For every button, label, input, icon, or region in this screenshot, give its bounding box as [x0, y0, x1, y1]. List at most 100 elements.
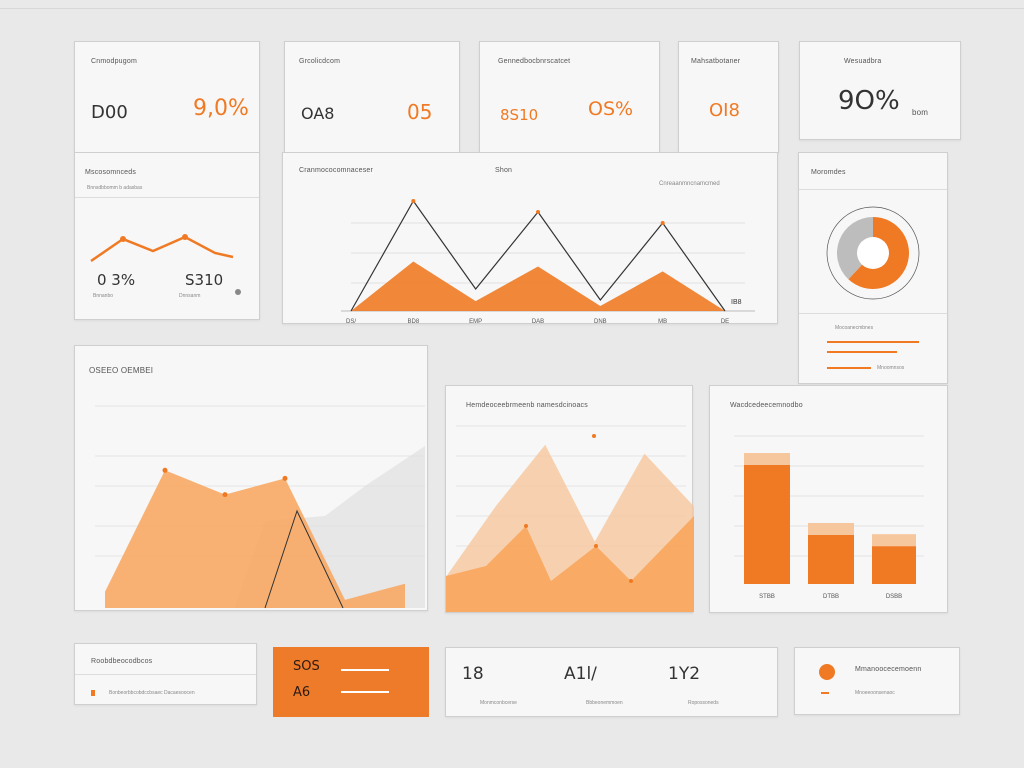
- kpi-card-5: Wesuadbra 9O% bom: [799, 41, 961, 140]
- bottom-card-3: Mmanoocecemoenn Mnoeeoonsenaoc: [794, 647, 960, 715]
- area-fill-front: [446, 516, 694, 612]
- mid-area-card: Hemdeoceebrmeenb namesdcinoacs: [445, 385, 694, 613]
- tick-label: DS/: [346, 319, 356, 325]
- bar: [872, 546, 916, 584]
- donut-card: Moromdes Mocoanecmbnes Mnoomnsos: [798, 152, 948, 384]
- data-point: [594, 544, 598, 548]
- data-point: [660, 221, 665, 225]
- kpi-value: D00: [91, 102, 128, 123]
- bar-cap: [872, 534, 916, 547]
- donut-ring: [826, 206, 920, 300]
- mini-left-value: 0 3%: [97, 271, 136, 289]
- divider: [75, 197, 259, 198]
- legend-bar: [827, 367, 871, 369]
- top-divider: [0, 8, 1024, 9]
- chart-legend: Cnreaanmncnamcmed: [659, 181, 720, 187]
- donut-hole: [857, 237, 889, 269]
- kpi-unit: bom: [912, 108, 929, 117]
- data-point: [629, 579, 633, 583]
- bar-chart: STBB DTBB DSBB: [734, 435, 924, 600]
- area-fill: [351, 261, 725, 311]
- kpi-value: 9O%: [838, 86, 900, 116]
- kpi-title: Grcolicdcom: [299, 58, 341, 65]
- bar-cap: [808, 523, 854, 535]
- bottom-orange-card: SOS A6: [273, 647, 429, 717]
- orange-row-2: A6: [293, 685, 311, 700]
- top-area-chart: DS/BD8 EMP DAB DNB MB DE: [341, 199, 755, 325]
- card-title: Roobdbeocodbcos: [91, 658, 153, 665]
- stat-value-1: 18: [462, 664, 484, 684]
- donut-chart: [826, 206, 920, 300]
- tick-label: DAB: [532, 319, 544, 325]
- chart-title: Cranmococomnaceser: [299, 167, 374, 174]
- kpi-title: Gennedbocbnrscatcet: [498, 58, 571, 65]
- left-area-chart: [95, 405, 425, 609]
- bottom-card-1: Roobdbeocodbcos Bonbeorbbcobdccbsaec Dac…: [74, 643, 257, 705]
- row-bar: [341, 669, 389, 671]
- bar-chart-card: Wacdcedeecemnodbo STBB DTBB DSBB: [709, 385, 948, 613]
- card-caption: Bonbeorbbcobdccbsaec Dacaesoocen: [109, 690, 195, 696]
- kpi-card-4: Mahsatbotaner OI8: [678, 41, 779, 153]
- kpi-accent: 9,0%: [193, 96, 249, 121]
- mini-line-chart: [90, 234, 234, 263]
- donut-slice: [837, 217, 873, 280]
- chart-title: Hemdeoceebrmeenb namesdcinoacs: [466, 402, 588, 409]
- mini-right-caption: Dnnsanm: [179, 293, 201, 299]
- chevron-icon: [821, 688, 829, 694]
- dot-icon: [91, 690, 95, 696]
- stat-caption-2: Bbbeonemmoen: [586, 700, 623, 706]
- divider: [799, 313, 947, 314]
- bottom-stats-card: 18 Monmconbcerse A1l/ Bbbeonemmoen 1Y2 R…: [445, 647, 778, 717]
- top-chart-card: Cranmococomnaceser Shon Cnreaanmncnamcme…: [282, 152, 778, 325]
- data-point: [282, 475, 288, 481]
- tick-label: DSBB: [886, 594, 902, 600]
- mini-right-value: S310: [185, 271, 224, 289]
- stat-caption-1: Monmconbcerse: [480, 700, 517, 706]
- area-fill: [105, 470, 405, 608]
- card-title: Mmanoocecemoenn: [855, 666, 922, 673]
- kpi-title: Wesuadbra: [844, 58, 882, 65]
- tick-label: BD8: [407, 319, 419, 325]
- tick-label: EMP: [469, 319, 482, 325]
- circle-icon: [819, 664, 835, 680]
- bar: [744, 465, 790, 584]
- left-area-card: OSEEO OEMBEI: [74, 345, 428, 611]
- chart-title: OSEEO OEMBEI: [89, 366, 154, 375]
- kpi-card-2: Grcolicdcom OA8 05: [284, 41, 460, 153]
- donut-title: Moromdes: [811, 169, 846, 176]
- mini-subtitle: Bnnsdbbomm b adasbas: [87, 185, 143, 191]
- legend-bar: [827, 341, 919, 343]
- row-bar: [341, 691, 389, 693]
- mini-title: Mscosomnceds: [85, 169, 137, 176]
- legend-bar: [827, 351, 897, 353]
- kpi-accent: 05: [407, 100, 433, 124]
- orange-row-1: SOS: [293, 659, 320, 674]
- mini-line-card: Mscosomnceds Bnnsdbbomm b adasbas 0 3% S…: [74, 152, 260, 320]
- data-point: [162, 467, 168, 473]
- data-point: [536, 210, 540, 214]
- chart-subtitle: Shon: [495, 167, 513, 174]
- card-caption: Mnoeeoonsenaoc: [855, 690, 895, 696]
- stat-caption-3: Ropossoneds: [688, 700, 719, 706]
- tick-label: STBB: [759, 594, 775, 600]
- bar: [808, 535, 854, 584]
- kpi-card-3: Gennedbocbnrscatcet 8S10 OS%: [479, 41, 660, 153]
- kpi-accent: OI8: [709, 100, 740, 121]
- data-point: [592, 434, 596, 438]
- mid-area-chart: [446, 425, 694, 612]
- tick-label: DE: [721, 319, 729, 325]
- bar-cap: [744, 453, 790, 465]
- donut-legend-2: Mnoomnsos: [877, 365, 905, 371]
- divider: [799, 189, 947, 190]
- kpi-title: Cnmodpugom: [91, 58, 137, 65]
- kpi-value: OA8: [301, 104, 335, 123]
- divider: [75, 674, 256, 675]
- kpi-title: Mahsatbotaner: [691, 58, 741, 65]
- data-point: [411, 199, 416, 203]
- kpi-value: 8S10: [500, 106, 539, 124]
- tick-label: DTBB: [823, 594, 839, 600]
- stat-value-3: 1Y2: [668, 664, 701, 684]
- tick-label: MB: [658, 319, 667, 325]
- arrow-icon: [235, 289, 241, 295]
- kpi-accent: OS%: [588, 98, 634, 120]
